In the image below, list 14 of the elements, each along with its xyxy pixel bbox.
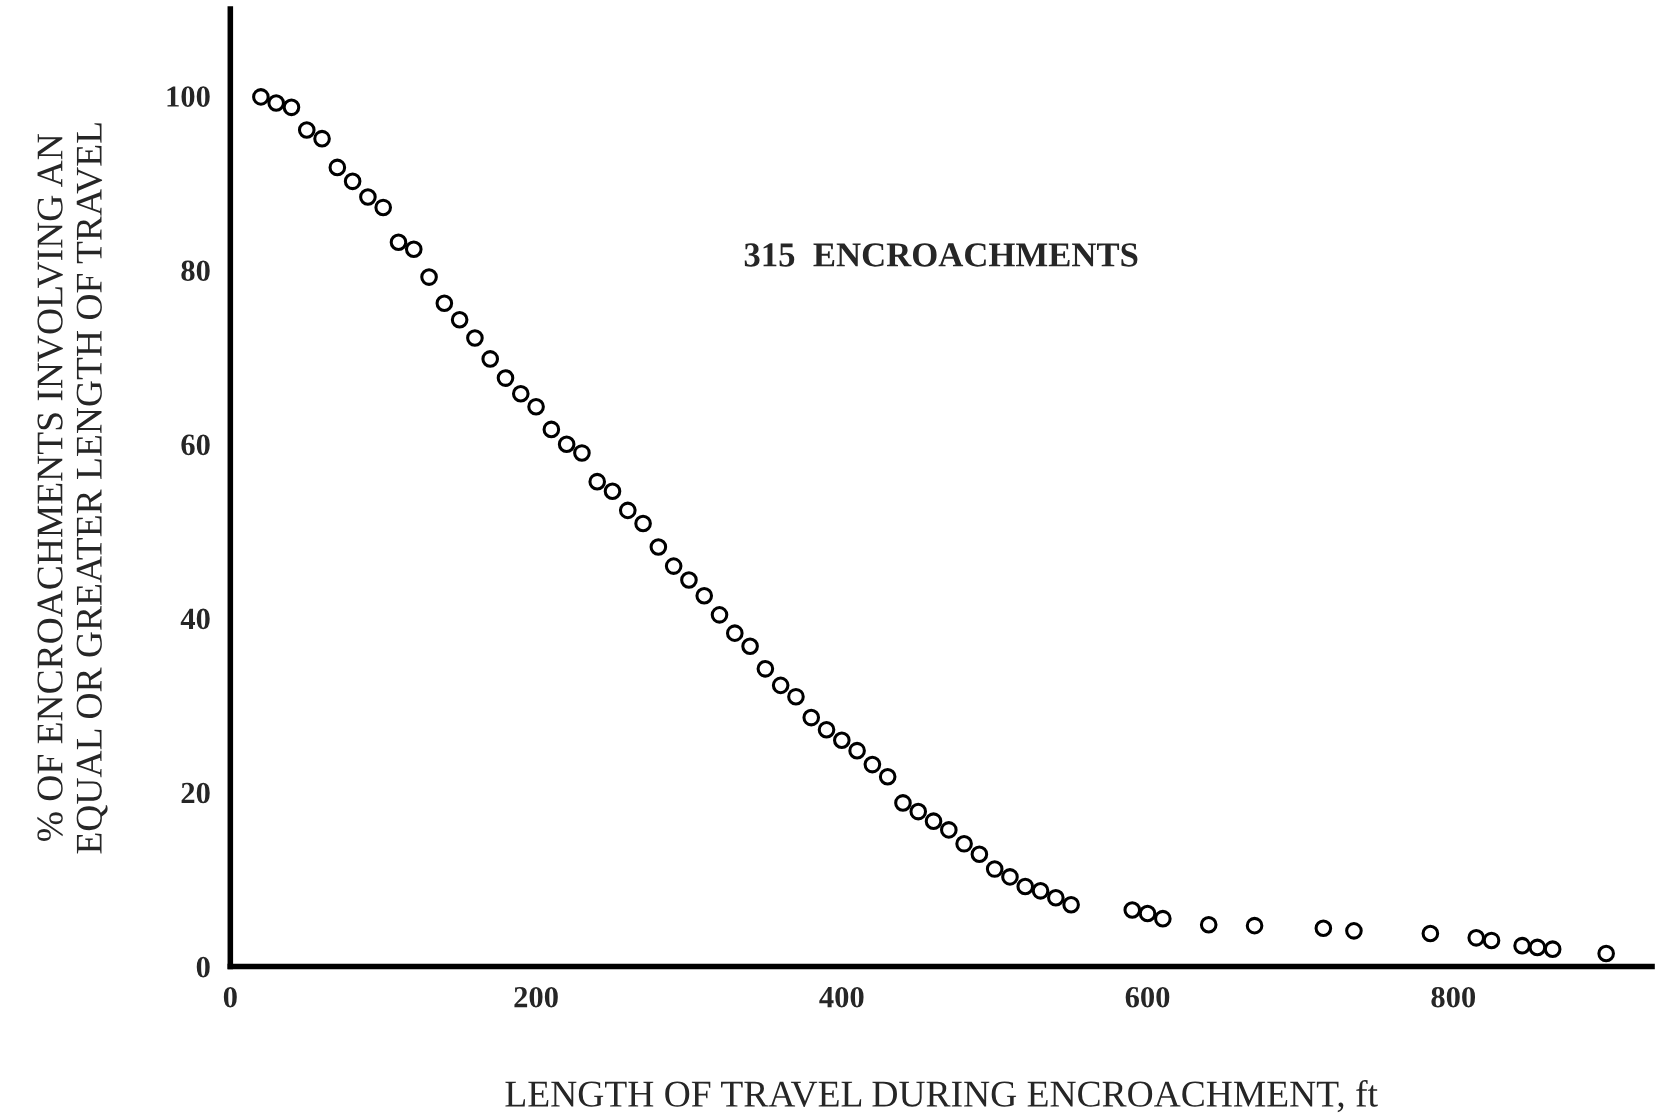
y-tick-label: 20 — [181, 782, 210, 804]
y-tick-label: 60 — [181, 434, 210, 456]
y-tick-label: 0 — [196, 956, 210, 978]
x-tick-label: 400 — [819, 986, 864, 1008]
y-tick-label: 80 — [181, 260, 210, 282]
x-tick-label: 800 — [1431, 986, 1476, 1008]
x-tick-label: 0 — [223, 986, 237, 1008]
x-tick-label: 200 — [514, 986, 558, 1008]
y-tick-label: 40 — [180, 608, 210, 630]
y-axis-title: % OF ENCROACHMENTS INVOLVING AN EQUAL OR GREATER LENGTH OF TRAVEL — [37, 123, 108, 854]
y-tick-label: 100 — [167, 86, 210, 107]
x-axis-title: LENGTH OF TRAVEL DURING ENCROACHMENT, ft — [505, 1080, 1378, 1113]
x-tick-label: 600 — [1125, 986, 1170, 1008]
annotation: 315 ENCROACHMENTS — [744, 243, 1138, 267]
